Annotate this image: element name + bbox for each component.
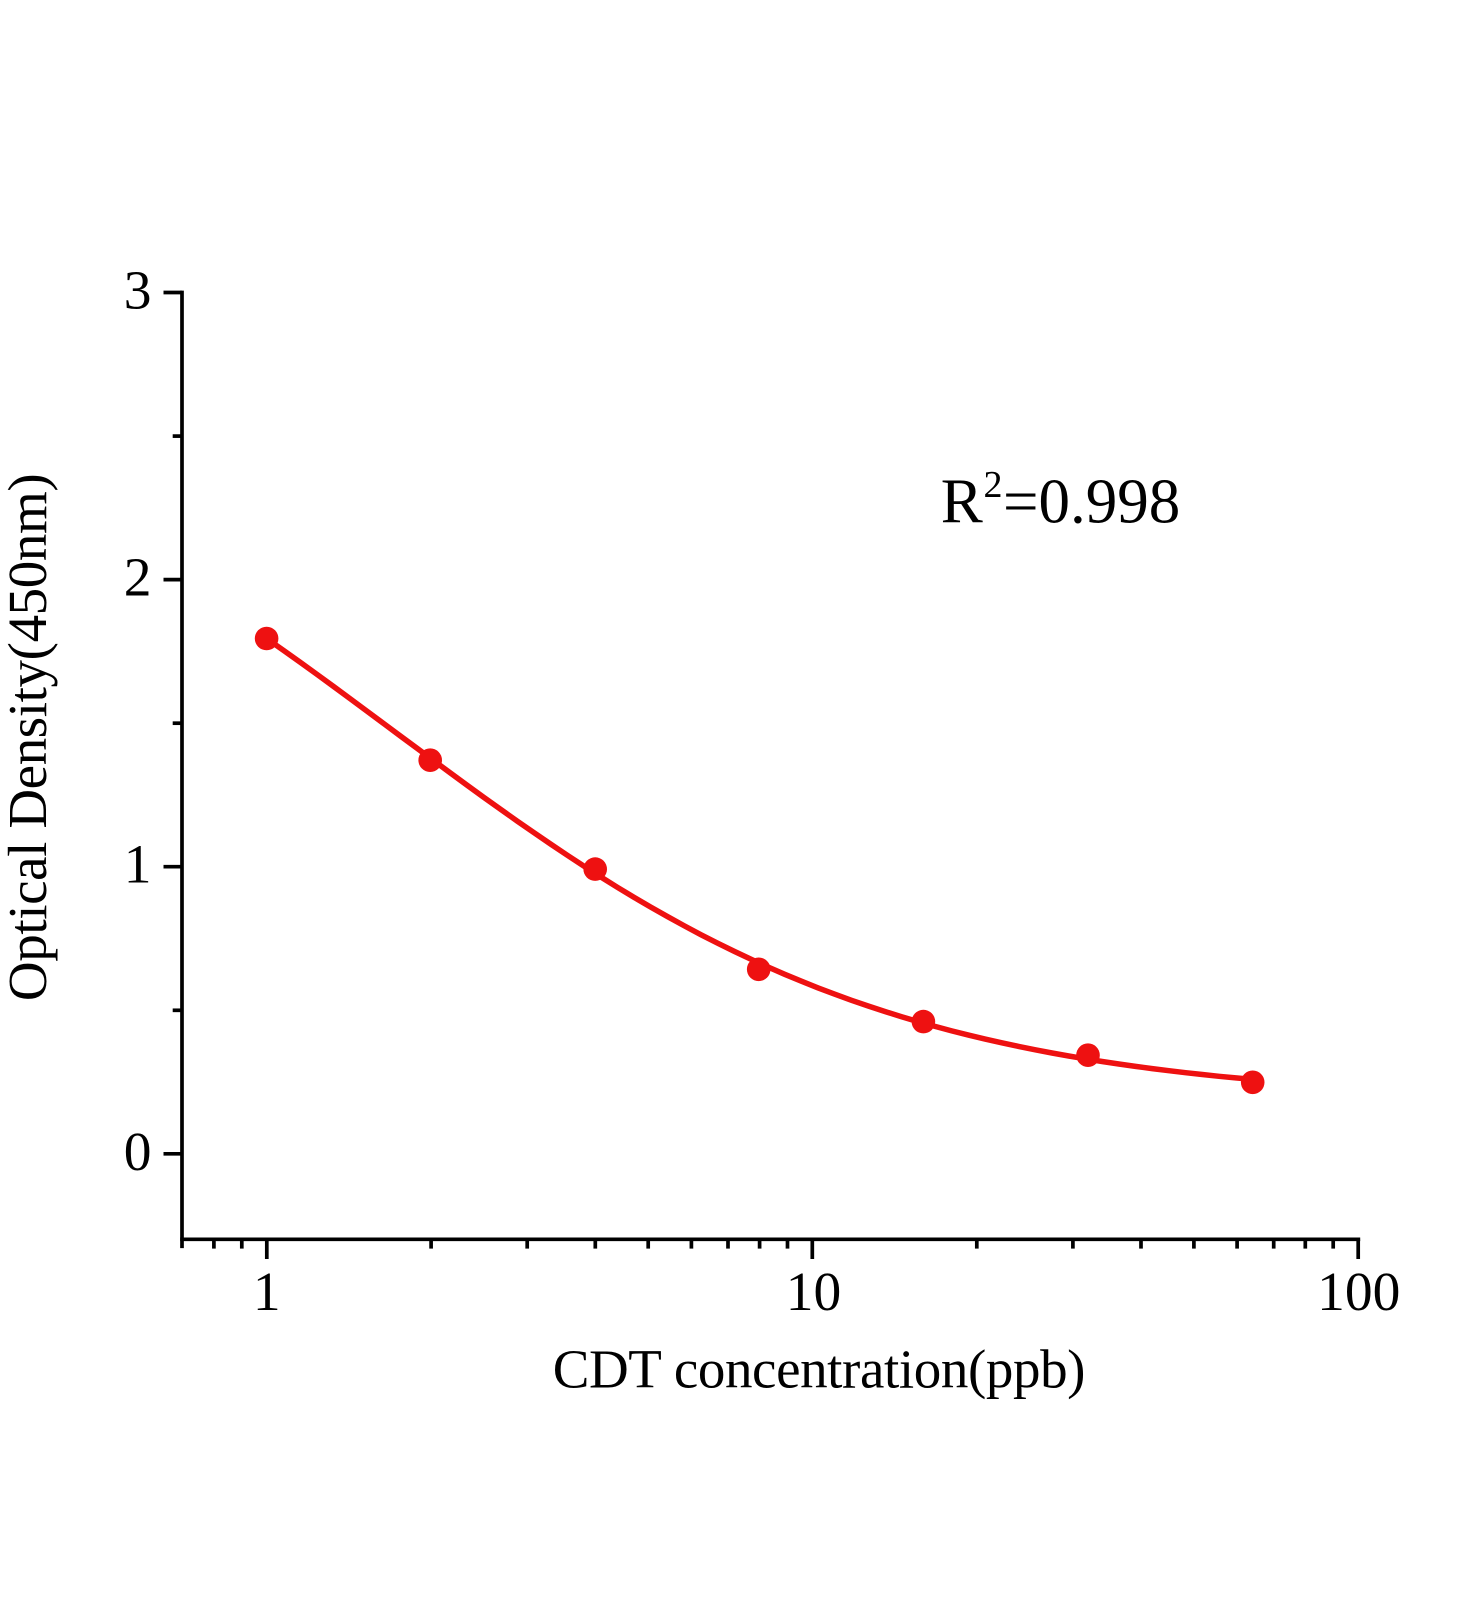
svg-text:10: 10: [786, 1262, 842, 1323]
svg-text:CDT concentration(ppb): CDT concentration(ppb): [553, 1339, 1085, 1400]
svg-text:R: R: [941, 467, 983, 537]
svg-text:Optical Density(450nm): Optical Density(450nm): [0, 474, 58, 1001]
svg-text:2: 2: [124, 548, 152, 609]
svg-text:2: 2: [984, 464, 1003, 506]
svg-text:=0.998: =0.998: [1003, 467, 1180, 537]
svg-text:100: 100: [1317, 1262, 1400, 1323]
svg-text:1: 1: [124, 835, 152, 896]
svg-text:0: 0: [124, 1122, 152, 1183]
svg-text:3: 3: [124, 261, 152, 322]
svg-text:1: 1: [253, 1262, 281, 1323]
